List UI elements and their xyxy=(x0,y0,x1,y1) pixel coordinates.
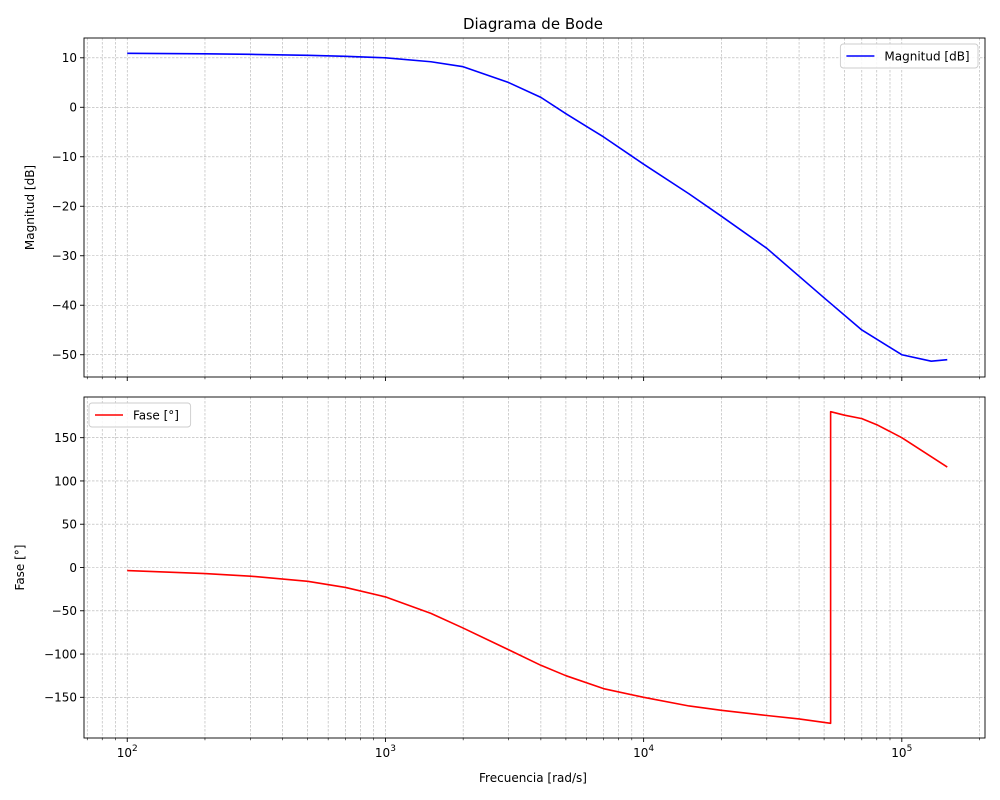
y-tick-label: −150 xyxy=(44,691,77,705)
y-tick-label: 0 xyxy=(69,561,77,575)
x-tick-label: 103 xyxy=(375,744,396,760)
axes-frame xyxy=(83,37,986,378)
series-line-0 xyxy=(127,410,948,725)
legend: Magnitud [dB] xyxy=(839,43,979,69)
y-tick-label: −30 xyxy=(52,249,77,263)
legend-box xyxy=(839,43,979,69)
x-axis-label: Frecuencia [rad/s] xyxy=(479,771,587,785)
y-tick-label: 100 xyxy=(54,474,77,488)
legend-label: Fase [°] xyxy=(133,408,179,422)
y-tick-label: −50 xyxy=(52,348,77,362)
magnitude-panel: 10 0 −10 −20 −30 −40 −50 Magnitud [dB] Magnitud … xyxy=(23,37,986,381)
legend-box xyxy=(88,402,192,428)
y-tick-label: 150 xyxy=(54,431,77,445)
chart-title: Diagrama de Bode xyxy=(463,15,603,33)
y-tick-label: −10 xyxy=(52,150,77,164)
y-axis-label: Magnitud [dB] xyxy=(23,165,37,250)
phase-panel: 102 103 104 105 150 100 50 0 −50 −100 −150 Fase [°]… xyxy=(13,396,986,760)
x-tick-label: 105 xyxy=(891,744,912,760)
y-tick-label: 10 xyxy=(62,51,77,65)
grid xyxy=(84,397,985,738)
series-line-0 xyxy=(127,52,948,362)
y-tick-label: 50 xyxy=(62,518,77,532)
legend: Fase [°] xyxy=(88,402,192,428)
y-tick-label: −100 xyxy=(44,647,77,661)
x-tick-label: 102 xyxy=(117,744,138,760)
grid xyxy=(84,38,985,377)
y-tick-label: −50 xyxy=(52,604,77,618)
x-tick-label: 104 xyxy=(633,744,654,760)
y-tick-label: −40 xyxy=(52,299,77,313)
y-axis-label: Fase [°] xyxy=(13,545,27,591)
y-tick-label: −20 xyxy=(52,200,77,214)
legend-label: Magnitud [dB] xyxy=(884,49,969,63)
y-tick-label: 0 xyxy=(69,101,77,115)
